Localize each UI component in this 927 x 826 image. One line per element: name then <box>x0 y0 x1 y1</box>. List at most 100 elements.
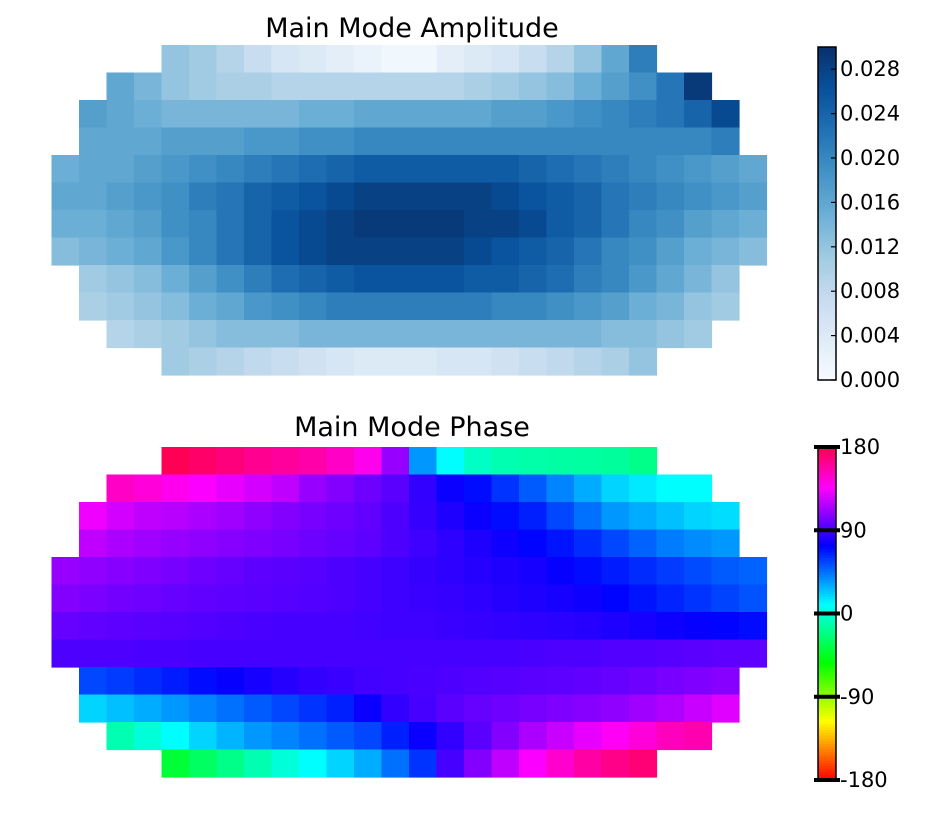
colorbar-segment <box>818 324 836 328</box>
heatmap-cell <box>189 72 218 101</box>
heatmap-cell <box>134 667 163 696</box>
heatmap-cell <box>381 749 410 778</box>
colorbar-segment <box>818 219 836 223</box>
colorbar-segment <box>818 513 836 517</box>
heatmap-cell <box>546 292 575 321</box>
heatmap-cell <box>711 584 740 613</box>
colorbar-segment <box>818 469 836 473</box>
colorbar-segment <box>818 155 836 159</box>
colorbar-segment <box>818 205 836 209</box>
heatmap-cell <box>354 182 383 211</box>
colorbar-segment <box>818 588 836 592</box>
heatmap-cell <box>134 584 163 613</box>
heatmap-cell <box>299 474 328 503</box>
heatmap-cell <box>684 320 713 349</box>
colorbar-tick-label: 0.004 <box>840 324 900 348</box>
colorbar-segment <box>818 188 836 192</box>
colorbar-segment <box>818 291 836 295</box>
colorbar-tick-label: -90 <box>840 685 874 709</box>
colorbar-segment <box>818 605 836 609</box>
colorbar-segment <box>818 160 836 165</box>
colorbar-segment <box>818 571 836 576</box>
colorbar-segment <box>818 55 836 59</box>
heatmap-cell <box>299 347 328 376</box>
heatmap-cell <box>134 182 163 211</box>
heatmap-cell <box>381 237 410 266</box>
heatmap-cell <box>244 639 273 668</box>
heatmap-cell <box>106 155 135 184</box>
heatmap-cell <box>684 265 713 294</box>
heatmap-cell <box>244 502 273 531</box>
heatmap-cell <box>134 100 163 129</box>
heatmap-cell <box>299 639 328 668</box>
colorbar-segment <box>818 533 836 537</box>
colorbar-segment <box>818 49 836 54</box>
heatmap-cell <box>574 347 603 376</box>
heatmap-cell <box>546 100 575 129</box>
heatmap-cell <box>491 557 520 586</box>
heatmap-cell <box>464 529 493 558</box>
colorbar-segment <box>818 727 836 731</box>
heatmap-cell <box>326 292 355 321</box>
heatmap-cell <box>711 502 740 531</box>
heatmap-cell <box>271 447 300 476</box>
heatmap-cell <box>244 182 273 211</box>
colorbar-segment <box>818 655 836 659</box>
heatmap-cell <box>519 612 548 641</box>
heatmap-cell <box>326 447 355 476</box>
heatmap-cell <box>299 694 328 723</box>
heatmap-cell <box>519 667 548 696</box>
heatmap-cell <box>519 347 548 376</box>
colorbar-segment <box>818 682 836 687</box>
colorbar-segment <box>818 355 836 359</box>
heatmap-cell <box>271 265 300 294</box>
colorbar-segment <box>818 474 836 479</box>
heatmap-cell <box>271 100 300 129</box>
heatmap-cell <box>354 347 383 376</box>
heatmap-cell <box>601 100 630 129</box>
heatmap-cell <box>436 639 465 668</box>
heatmap-cell <box>161 722 190 751</box>
heatmap-cell <box>409 474 438 503</box>
heatmap-cell <box>381 694 410 723</box>
heatmap-cell <box>519 447 548 476</box>
heatmap-cell <box>79 100 108 129</box>
heatmap-cell <box>216 694 245 723</box>
colorbar-segment <box>818 685 836 690</box>
phase-heatmap <box>51 447 768 778</box>
heatmap-cell <box>656 265 685 294</box>
heatmap-cell <box>574 72 603 101</box>
heatmap-cell <box>546 45 575 74</box>
heatmap-cell <box>629 347 658 376</box>
heatmap-cell <box>519 237 548 266</box>
colorbar-segment <box>818 330 836 334</box>
heatmap-cell <box>244 265 273 294</box>
colorbar-segment <box>818 552 836 556</box>
heatmap-cell <box>574 557 603 586</box>
heatmap-cell <box>739 182 768 211</box>
colorbar-segment <box>818 88 836 92</box>
heatmap-cell <box>656 557 685 586</box>
heatmap-cell <box>326 722 355 751</box>
heatmap-cell <box>216 584 245 613</box>
heatmap-cell <box>51 155 80 184</box>
colorbar-segment <box>818 594 836 598</box>
heatmap-cell <box>519 155 548 184</box>
colorbar-segment <box>818 582 836 587</box>
heatmap-cell <box>519 557 548 586</box>
heatmap-cell <box>656 210 685 239</box>
heatmap-cell <box>574 237 603 266</box>
heatmap-cell <box>601 749 630 778</box>
heatmap-cell <box>326 584 355 613</box>
heatmap-cell <box>601 265 630 294</box>
heatmap-cell <box>739 639 768 668</box>
heatmap-cell <box>739 612 768 641</box>
heatmap-cell <box>491 347 520 376</box>
heatmap-cell <box>574 529 603 558</box>
colorbar-segment <box>818 241 836 245</box>
colorbar-segment <box>818 702 836 706</box>
heatmap-cell <box>436 722 465 751</box>
colorbar-segment <box>818 194 836 198</box>
heatmap-cell <box>601 155 630 184</box>
colorbar-segment <box>818 624 836 628</box>
